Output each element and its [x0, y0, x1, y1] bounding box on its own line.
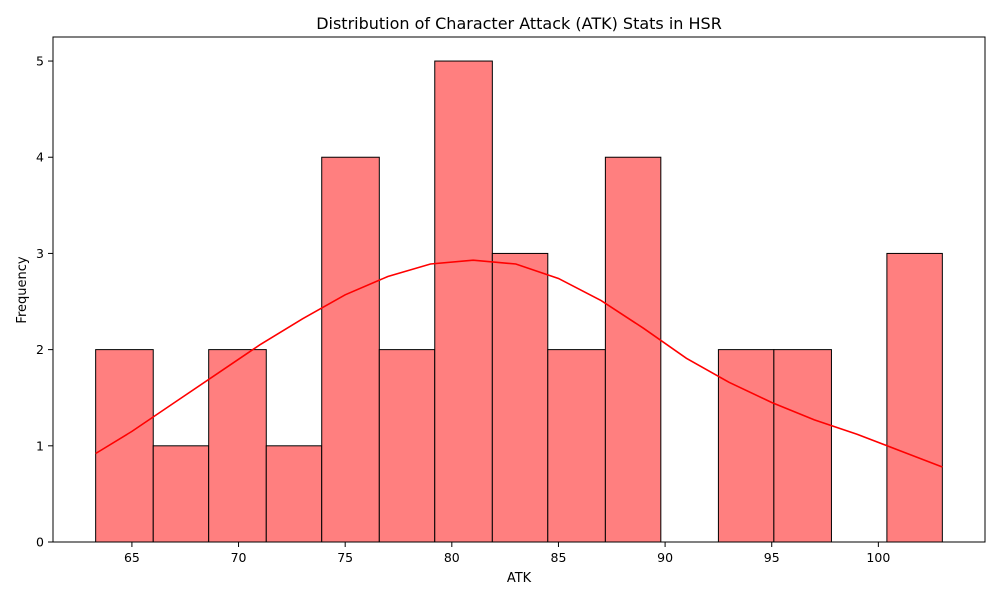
- x-tick-label: 95: [764, 550, 780, 565]
- histogram-bar: [152, 445, 210, 543]
- y-tick-label: 3: [36, 246, 44, 261]
- y-axis-ticks: 0 1 2 3 4 5: [36, 54, 53, 550]
- x-axis-label: ATK: [507, 571, 532, 586]
- histogram-bar: [95, 349, 154, 543]
- histogram-bar: [717, 349, 775, 543]
- histogram-bar: [491, 252, 549, 543]
- histogram-bar: [547, 349, 606, 543]
- y-tick-label: 4: [36, 150, 44, 165]
- y-tick-label: 5: [36, 54, 44, 69]
- x-tick-label: 90: [657, 550, 673, 565]
- x-tick-label: 65: [124, 550, 140, 565]
- y-tick-label: 1: [36, 438, 44, 453]
- histogram-bar: [265, 445, 323, 543]
- x-tick-label: 75: [337, 550, 353, 565]
- plot-frame: [52, 36, 986, 543]
- x-axis-ticks: 65 70 75 80 85 90 95 100: [124, 542, 890, 565]
- histogram-bar: [321, 156, 380, 543]
- histogram-bar: [434, 60, 493, 543]
- y-axis-label: Frequency: [15, 256, 30, 323]
- bars-layer: [95, 60, 943, 543]
- x-tick-label: 80: [444, 550, 460, 565]
- y-tick-label: 0: [36, 535, 44, 550]
- histogram-bar: [604, 156, 662, 543]
- histogram-bar: [886, 252, 943, 543]
- x-tick-label: 70: [231, 550, 247, 565]
- histogram-bar: [773, 349, 832, 543]
- histogram-bar: [208, 349, 267, 543]
- x-tick-label: 85: [551, 550, 567, 565]
- y-tick-label: 2: [36, 342, 44, 357]
- kde-curve: [95, 259, 943, 468]
- histogram-bar: [378, 349, 436, 543]
- x-tick-label: 100: [866, 550, 890, 565]
- chart-title: Distribution of Character Attack (ATK) S…: [316, 14, 722, 33]
- kde-layer: [95, 259, 943, 468]
